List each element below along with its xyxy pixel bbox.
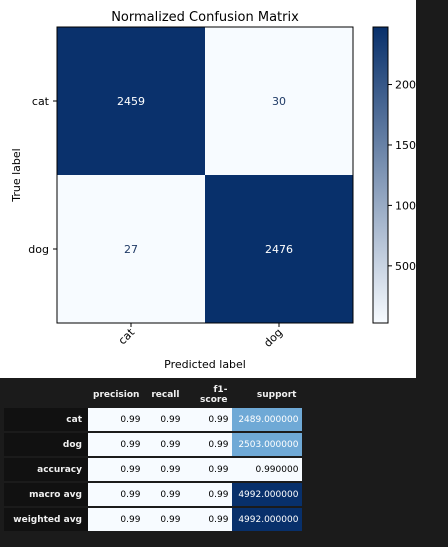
matrix-cell: [57, 27, 205, 175]
colorbar-tick-label: 500: [395, 260, 416, 273]
table-row: macro avg 0.99 0.99 0.99 4992.000000: [4, 482, 303, 507]
row-label: cat: [4, 407, 88, 432]
table-header-row: precision recall f1-score support: [4, 384, 303, 407]
column-header: f1-score: [200, 385, 228, 405]
colorbar-tick-label: 1500: [395, 139, 416, 152]
matrix-cell: [57, 175, 205, 323]
cell-value-label: 2476: [265, 243, 293, 256]
table-cell: 4992.000000: [232, 482, 303, 507]
matrix-frame: [56, 26, 354, 324]
column-header: precision: [93, 390, 140, 400]
table-cell: 0.99: [184, 457, 233, 482]
confusion-matrix-chart: 2459 30 27 2476 Normalized Confusion Matrix c…: [10, 10, 416, 371]
x-axis-label: Predicted label: [164, 358, 246, 371]
matrix-cell: [205, 27, 353, 175]
row-label: macro avg: [4, 482, 88, 507]
table-cell: 0.99: [88, 432, 145, 457]
table-cell: 0.99: [88, 507, 145, 532]
table-cell: 2503.000000: [232, 432, 303, 457]
table-cell: 0.99: [184, 407, 233, 432]
table-cell: 0.99: [88, 407, 145, 432]
table-cell: 0.99: [184, 432, 233, 457]
x-tick-label: cat: [116, 325, 138, 347]
confusion-matrix-panel: 2459 30 27 2476 Normalized Confusion Matrix c…: [0, 0, 416, 378]
x-tick-label: dog: [261, 326, 285, 350]
table-cell: 0.99: [144, 482, 185, 507]
table-cell: 0.99: [144, 432, 185, 457]
table-cell: 0.99: [144, 507, 185, 532]
colorbar: [372, 26, 389, 324]
table-row: cat 0.99 0.99 0.99 2489.000000: [4, 407, 303, 432]
table-cell: 0.99: [88, 482, 145, 507]
y-tick-label: cat: [32, 95, 50, 108]
y-axis-label: True label: [10, 148, 23, 202]
table-cell: 2489.000000: [232, 407, 303, 432]
table-cell: 0.99: [88, 457, 145, 482]
matrix-cell: [205, 175, 353, 323]
classification-report-table: precision recall f1-score support cat 0.…: [4, 384, 303, 533]
row-label: weighted avg: [4, 507, 88, 532]
column-header: support: [256, 390, 297, 400]
row-label: dog: [4, 432, 88, 457]
cell-value-label: 2459: [117, 95, 145, 108]
colorbar-tick-label: 1000: [395, 199, 416, 212]
table-corner: [4, 384, 88, 407]
column-header: recall: [151, 390, 180, 400]
table-row: accuracy 0.99 0.99 0.99 0.990000: [4, 457, 303, 482]
table-cell: 0.99: [144, 457, 185, 482]
table-cell: 0.99: [184, 507, 233, 532]
y-tick-label: dog: [28, 243, 49, 256]
table-cell: 0.99: [144, 407, 185, 432]
table-row: dog 0.99 0.99 0.99 2503.000000: [4, 432, 303, 457]
cell-value-label: 27: [124, 243, 138, 256]
cell-value-label: 30: [272, 95, 286, 108]
row-label: accuracy: [4, 457, 88, 482]
table-cell: 0.99: [184, 482, 233, 507]
table-cell: 0.990000: [232, 457, 303, 482]
colorbar-tick-label: 2000: [395, 79, 416, 92]
table-row: weighted avg 0.99 0.99 0.99 4992.000000: [4, 507, 303, 532]
table-cell: 4992.000000: [232, 507, 303, 532]
chart-title: Normalized Confusion Matrix: [111, 10, 299, 25]
